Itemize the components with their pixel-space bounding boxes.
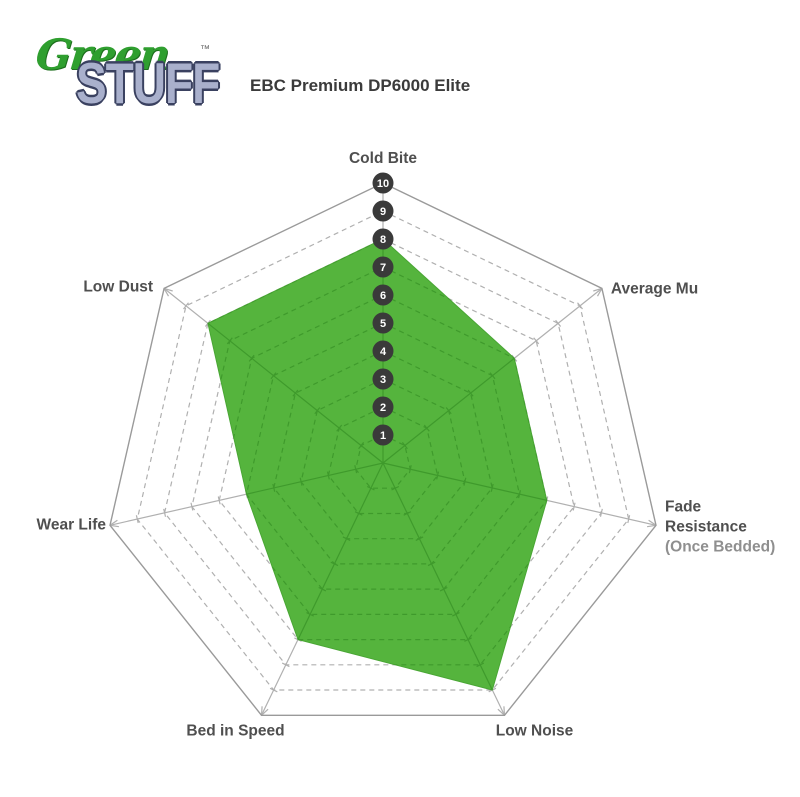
- scale-marker-number: 9: [380, 206, 386, 218]
- radar-grid-inner: [207, 239, 547, 690]
- scale-marker-number: 8: [380, 234, 386, 246]
- axis-label: Average Mu: [611, 280, 698, 297]
- scale-marker-number: 3: [380, 374, 386, 386]
- axis-label: Resistance: [665, 518, 747, 535]
- chart-title: EBC Premium DP6000 Elite: [250, 76, 471, 95]
- axis-label: Cold Bite: [349, 150, 417, 167]
- scale-marker: [372, 256, 394, 278]
- scale-marker: [372, 424, 394, 446]
- scale-marker: [372, 396, 394, 418]
- brand-logo-stuff-word: STUFF: [76, 50, 220, 116]
- scale-marker: [372, 200, 394, 222]
- scale-marker: [372, 340, 394, 362]
- axis-label: Wear Life: [37, 516, 107, 533]
- scale-marker-number: 1: [380, 430, 386, 442]
- trademark-symbol: ™: [200, 44, 210, 55]
- scale-marker-number: 6: [380, 290, 386, 302]
- scale-marker: [372, 228, 394, 250]
- axis-label: (Once Bedded): [665, 538, 775, 555]
- axis-label: Fade: [665, 498, 702, 515]
- scale-marker: [372, 284, 394, 306]
- brand-logo: Green ™ STUFF: [33, 30, 236, 144]
- radar-outline: [109, 182, 657, 716]
- scale-marker: [372, 172, 394, 194]
- axis-label: Low Noise: [496, 722, 574, 739]
- scale-marker-number: 4: [380, 346, 387, 358]
- scale-marker-number: 2: [380, 402, 386, 414]
- scale-marker-number: 10: [377, 178, 389, 190]
- scale-marker: [372, 368, 394, 390]
- scale-marker-number: 7: [380, 262, 386, 274]
- radar-scale-markers: 1 2 3 4 5 6 7 8 9 10: [372, 172, 394, 446]
- axis-label: Bed in Speed: [186, 722, 284, 739]
- scale-marker-number: 5: [380, 318, 386, 330]
- radar-axis-labels: Cold Bite Average Mu Fade Resistance (Once B…: [37, 150, 776, 739]
- axis-label: Low Dust: [83, 278, 153, 295]
- scale-marker: [372, 312, 394, 334]
